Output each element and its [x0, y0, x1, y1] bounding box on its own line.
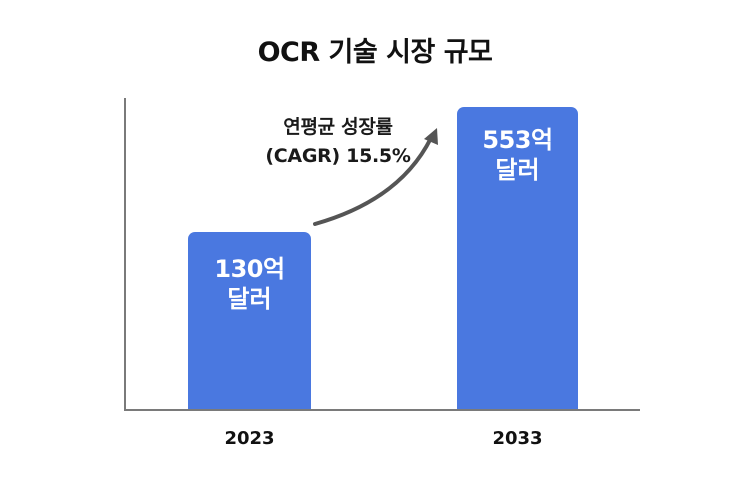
bar-unit-label: 달러 — [495, 156, 540, 184]
bar-unit-label: 달러 — [227, 285, 272, 313]
cagr-annotation-line2: (CAGR) 15.5% — [265, 145, 411, 167]
bar-2033: 553억 달러 — [457, 107, 578, 409]
x-axis-line — [124, 409, 640, 411]
chart-title: OCR 기술 시장 규모 — [257, 37, 493, 68]
y-axis-line — [124, 98, 126, 411]
bar-2023: 130억 달러 — [188, 232, 311, 409]
cagr-annotation-line1: 연평균 성장률 — [283, 116, 393, 138]
cagr-annotation: 연평균 성장률 (CAGR) 15.5% — [238, 113, 438, 171]
x-tick-label-2023: 2023 — [224, 428, 275, 449]
x-tick-label-2033: 2033 — [492, 428, 543, 449]
bar-value-label: 130억 — [214, 255, 285, 283]
bar-value-label: 553억 — [482, 126, 553, 154]
